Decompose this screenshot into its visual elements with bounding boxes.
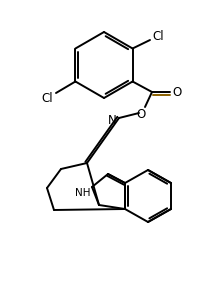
Text: N: N xyxy=(108,114,116,127)
Text: Cl: Cl xyxy=(41,91,53,104)
Text: O: O xyxy=(136,107,146,120)
Text: NH: NH xyxy=(75,188,91,198)
Text: O: O xyxy=(172,86,182,99)
Text: Cl: Cl xyxy=(152,30,164,43)
